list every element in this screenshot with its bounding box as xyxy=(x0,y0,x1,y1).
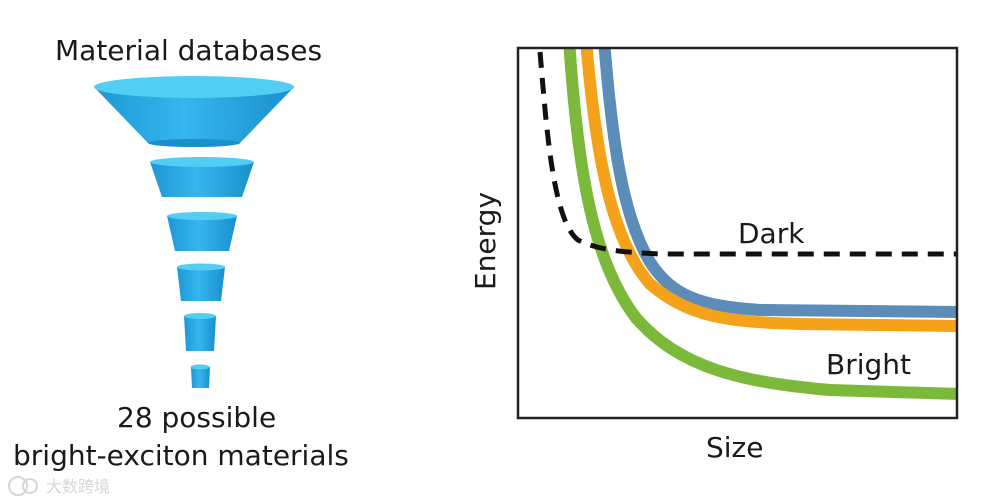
label-dark: Dark xyxy=(738,217,805,250)
funnel-stage-3 xyxy=(167,212,237,251)
funnel-stage-6 xyxy=(190,364,210,388)
funnel-stage-4 xyxy=(177,263,225,301)
brand-logo-icon xyxy=(8,476,38,496)
curve-green xyxy=(563,48,957,400)
x-axis-label: Size xyxy=(706,431,763,464)
funnel-title: Material databases xyxy=(55,34,323,67)
watermark: 大数跨境 xyxy=(6,474,156,498)
funnel-stage-2 xyxy=(150,157,254,197)
funnel-result-line-1: 28 possible xyxy=(117,401,277,434)
funnel-result-line-2: bright-exciton materials xyxy=(13,439,349,472)
label-bright: Bright xyxy=(826,348,911,381)
funnel-diagram xyxy=(94,76,294,388)
funnel-stage-5 xyxy=(184,313,216,351)
curve-orange xyxy=(580,48,957,332)
curve-dark xyxy=(537,51,957,257)
y-axis-label: Energy xyxy=(469,192,502,290)
funnel-stage-1 xyxy=(94,76,294,147)
watermark-text: 大数跨境 xyxy=(46,477,110,496)
plot-frame xyxy=(516,46,959,420)
curve-blue xyxy=(598,48,957,318)
